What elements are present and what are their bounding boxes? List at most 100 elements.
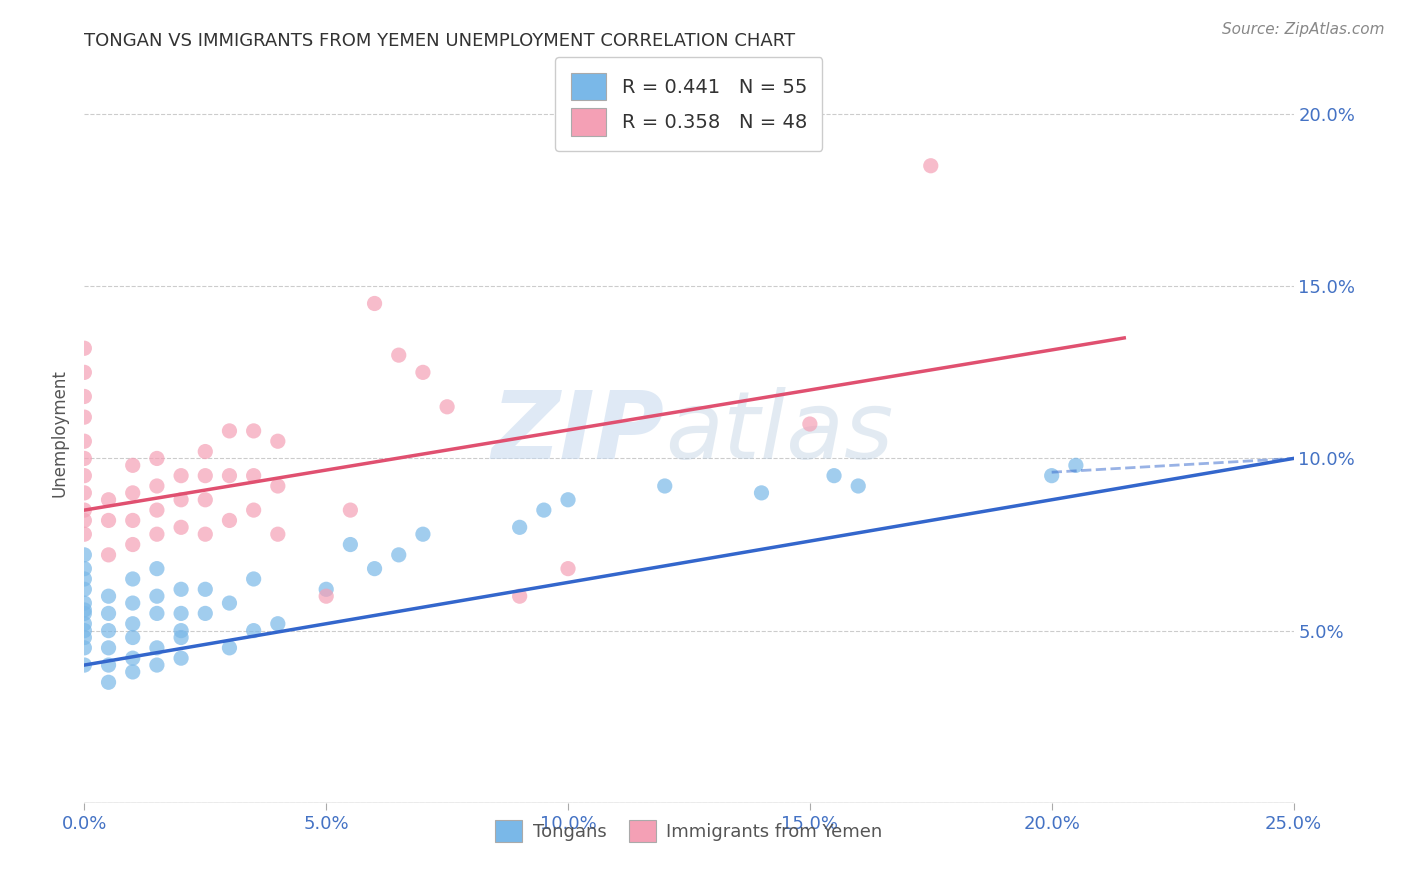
Point — [73, 365, 96, 379]
Point — [218, 468, 240, 483]
Point — [218, 513, 240, 527]
Point — [73, 486, 96, 500]
Point — [267, 479, 290, 493]
Point — [121, 486, 143, 500]
Point — [654, 479, 676, 493]
Point — [218, 640, 240, 655]
Point — [412, 527, 434, 541]
Point — [799, 417, 821, 431]
Point — [73, 527, 96, 541]
Point — [73, 596, 96, 610]
Point — [146, 451, 169, 466]
Point — [388, 548, 411, 562]
Point — [751, 486, 773, 500]
Point — [121, 596, 143, 610]
Point — [146, 527, 169, 541]
Point — [73, 468, 96, 483]
Point — [194, 468, 217, 483]
Point — [97, 548, 120, 562]
Point — [146, 658, 169, 673]
Point — [170, 624, 193, 638]
Point — [146, 589, 169, 603]
Point — [146, 503, 169, 517]
Point — [121, 665, 143, 679]
Point — [315, 582, 337, 597]
Point — [146, 479, 169, 493]
Point — [509, 520, 531, 534]
Point — [97, 640, 120, 655]
Point — [170, 582, 193, 597]
Point — [121, 513, 143, 527]
Point — [121, 616, 143, 631]
Point — [146, 607, 169, 621]
Point — [73, 341, 96, 355]
Point — [170, 492, 193, 507]
Point — [73, 603, 96, 617]
Point — [846, 479, 869, 493]
Point — [97, 492, 120, 507]
Point — [121, 651, 143, 665]
Point — [823, 468, 845, 483]
Point — [194, 607, 217, 621]
Point — [73, 582, 96, 597]
Text: ZIP: ZIP — [492, 386, 665, 479]
Point — [363, 296, 385, 310]
Point — [170, 468, 193, 483]
Point — [242, 624, 264, 638]
Point — [412, 365, 434, 379]
Legend: Tongans, Immigrants from Yemen: Tongans, Immigrants from Yemen — [488, 813, 890, 849]
Text: atlas: atlas — [665, 387, 893, 478]
Point — [363, 561, 385, 575]
Point — [170, 651, 193, 665]
Point — [97, 607, 120, 621]
Point — [73, 503, 96, 517]
Point — [73, 513, 96, 527]
Point — [242, 572, 264, 586]
Point — [146, 561, 169, 575]
Point — [73, 616, 96, 631]
Point — [146, 640, 169, 655]
Point — [121, 631, 143, 645]
Text: TONGAN VS IMMIGRANTS FROM YEMEN UNEMPLOYMENT CORRELATION CHART: TONGAN VS IMMIGRANTS FROM YEMEN UNEMPLOY… — [84, 32, 796, 50]
Point — [242, 503, 264, 517]
Point — [242, 468, 264, 483]
Text: Source: ZipAtlas.com: Source: ZipAtlas.com — [1222, 22, 1385, 37]
Point — [267, 434, 290, 449]
Point — [73, 561, 96, 575]
Point — [267, 527, 290, 541]
Point — [73, 572, 96, 586]
Point — [194, 492, 217, 507]
Point — [339, 537, 361, 551]
Point — [73, 410, 96, 425]
Point — [1040, 468, 1063, 483]
Point — [97, 589, 120, 603]
Point — [170, 631, 193, 645]
Point — [194, 527, 217, 541]
Point — [73, 389, 96, 403]
Point — [533, 503, 555, 517]
Point — [920, 159, 942, 173]
Y-axis label: Unemployment: Unemployment — [51, 368, 69, 497]
Point — [218, 424, 240, 438]
Point — [121, 572, 143, 586]
Point — [557, 561, 579, 575]
Point — [97, 658, 120, 673]
Point — [73, 640, 96, 655]
Point — [73, 658, 96, 673]
Point — [73, 548, 96, 562]
Point — [97, 675, 120, 690]
Point — [121, 458, 143, 473]
Point — [267, 616, 290, 631]
Point — [194, 582, 217, 597]
Point — [557, 492, 579, 507]
Point — [242, 424, 264, 438]
Point — [73, 631, 96, 645]
Point — [97, 513, 120, 527]
Point — [97, 624, 120, 638]
Point — [509, 589, 531, 603]
Point — [73, 624, 96, 638]
Point — [121, 537, 143, 551]
Point — [339, 503, 361, 517]
Point — [170, 607, 193, 621]
Point — [315, 589, 337, 603]
